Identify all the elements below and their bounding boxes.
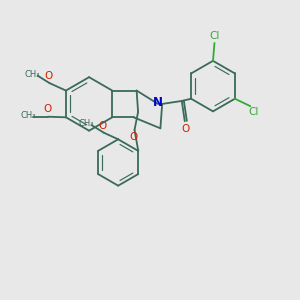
Text: O: O [99,121,107,131]
Text: Cl: Cl [249,107,259,117]
Text: CH₃: CH₃ [25,70,40,79]
Text: O: O [43,104,51,114]
Text: O: O [182,124,190,134]
Text: O: O [130,132,138,142]
Text: Cl: Cl [209,31,220,41]
Text: CH₃: CH₃ [20,111,36,120]
Text: O: O [44,71,53,81]
Text: N: N [153,96,163,109]
Text: CH₃: CH₃ [78,119,94,128]
